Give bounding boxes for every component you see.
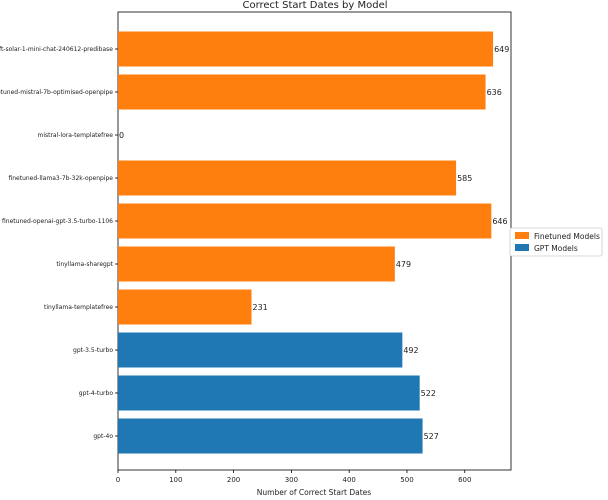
y-tick-label-1: ft-solar-1-mini-chat-240612-predibase (0, 46, 113, 53)
bar-4 (118, 160, 457, 196)
value-label-4: 585 (457, 174, 472, 183)
x-axis-label: Number of Correct Start Dates (257, 488, 372, 497)
x-axis: 0 100 200 300 400 500 600 (116, 470, 471, 484)
value-label-8: 492 (403, 346, 418, 355)
value-label-10: 527 (424, 432, 439, 441)
y-tick-label-8: gpt-3.5-turbo (73, 347, 113, 354)
value-label-2: 636 (487, 88, 502, 97)
legend-label-finetuned: Finetuned Models (534, 232, 600, 241)
bar-9 (118, 375, 420, 411)
bar-7 (118, 289, 252, 325)
x-tick-label-3: 200 (227, 476, 240, 484)
value-label-7: 231 (253, 303, 268, 312)
legend-swatch-finetuned (515, 232, 529, 239)
y-tick-label-6: tinyllama-sharegpt (56, 261, 113, 268)
bar-5 (118, 203, 492, 239)
x-tick-label-1: 0 (116, 476, 120, 484)
legend-frame (509, 227, 603, 257)
y-axis: ft-solar-1-mini-chat-240612-predibase fin… (0, 46, 118, 440)
bar-10 (118, 418, 423, 454)
x-tick-label-7: 600 (458, 476, 471, 484)
x-tick-label-2: 100 (169, 476, 182, 484)
bar-2 (118, 74, 486, 110)
bars: 649 636 0 585 646 479 231 492 522 527 (118, 31, 509, 454)
bar-6 (118, 246, 395, 282)
y-tick-label-5: finetuned-openai-gpt-3.5-turbo-1106 (2, 218, 113, 225)
chart-title: Correct Start Dates by Model (242, 0, 387, 11)
bar-1 (118, 31, 494, 67)
y-tick-label-7: tinyllama-templatefree (44, 304, 113, 311)
legend: Finetuned Models GPT Models (509, 227, 603, 257)
y-tick-label-9: gpt-4-turbo (79, 390, 114, 397)
value-label-1: 649 (494, 45, 509, 54)
x-tick-label-4: 300 (285, 476, 298, 484)
y-tick-label-3: mistral-lora-templatefree (37, 132, 113, 139)
bar-8 (118, 332, 403, 368)
x-tick-label-5: 400 (342, 476, 355, 484)
legend-label-gpt: GPT Models (534, 244, 578, 253)
legend-swatch-gpt (515, 244, 529, 251)
value-label-6: 479 (396, 260, 411, 269)
y-tick-label-10: gpt-4o (93, 433, 113, 440)
y-tick-label-2: finetuned-mistral-7b-optimised-openpipe (0, 89, 113, 96)
value-label-5: 646 (492, 217, 507, 226)
x-tick-label-6: 500 (400, 476, 413, 484)
y-tick-label-4: finetuned-llama3-7b-32k-openpipe (8, 175, 113, 182)
value-label-3: 0 (119, 131, 124, 140)
value-label-9: 522 (421, 389, 436, 398)
